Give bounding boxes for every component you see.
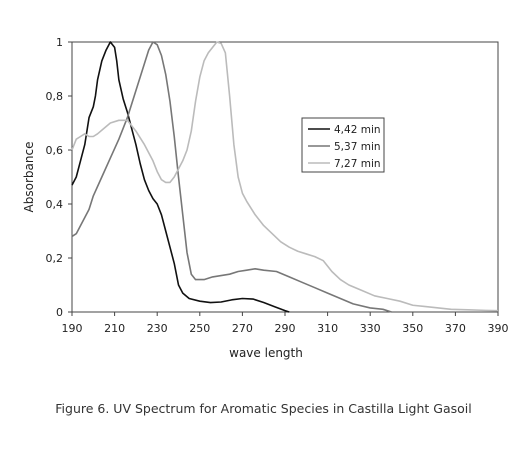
x-tick-label: 330 [360, 322, 381, 335]
y-tick-label: 0,4 [46, 198, 64, 211]
plot-area-frame [71, 41, 499, 313]
x-axis-title: wave length [229, 346, 303, 360]
x-tick-label: 390 [488, 322, 509, 335]
x-tick-label: 190 [62, 322, 83, 335]
series-line-3 [71, 41, 499, 312]
x-tick-label: 270 [232, 322, 253, 335]
y-tick-label: 0,2 [46, 252, 64, 265]
y-tick-label: 0,6 [46, 144, 64, 157]
uv-spectrum-chart: 0 0,2 0,4 0,6 0,8 1 190 210 230 250 270 290 310 330 3… [22, 36, 509, 360]
x-tick-label: 370 [445, 322, 466, 335]
x-tick-label: 230 [147, 322, 168, 335]
x-tick-label: 290 [275, 322, 296, 335]
x-tick-label: 350 [402, 322, 423, 335]
series-line-1 [71, 41, 290, 313]
legend: 4,42 min 5,37 min 7,27 min [301, 117, 385, 173]
y-tick-label: 1 [56, 36, 63, 49]
x-axis-ticks: 190 210 230 250 270 290 310 330 350 370 390 [62, 312, 509, 335]
y-tick-label: 0 [56, 306, 63, 319]
y-tick-label: 0,8 [46, 90, 64, 103]
series-line-2 [71, 41, 392, 313]
legend-label-2: 5,37 min [334, 141, 381, 153]
figure-caption: Figure 6. UV Spectrum for Aromatic Speci… [55, 401, 472, 416]
y-axis-title: Absorbance [22, 142, 36, 213]
series-lines [71, 41, 499, 313]
x-tick-label: 250 [189, 322, 210, 335]
x-tick-label: 210 [104, 322, 125, 335]
legend-label-1: 4,42 min [334, 124, 381, 136]
x-tick-label: 310 [317, 322, 338, 335]
legend-label-3: 7,27 min [334, 158, 381, 170]
y-axis-ticks: 0 0,2 0,4 0,6 0,8 1 [46, 36, 72, 319]
